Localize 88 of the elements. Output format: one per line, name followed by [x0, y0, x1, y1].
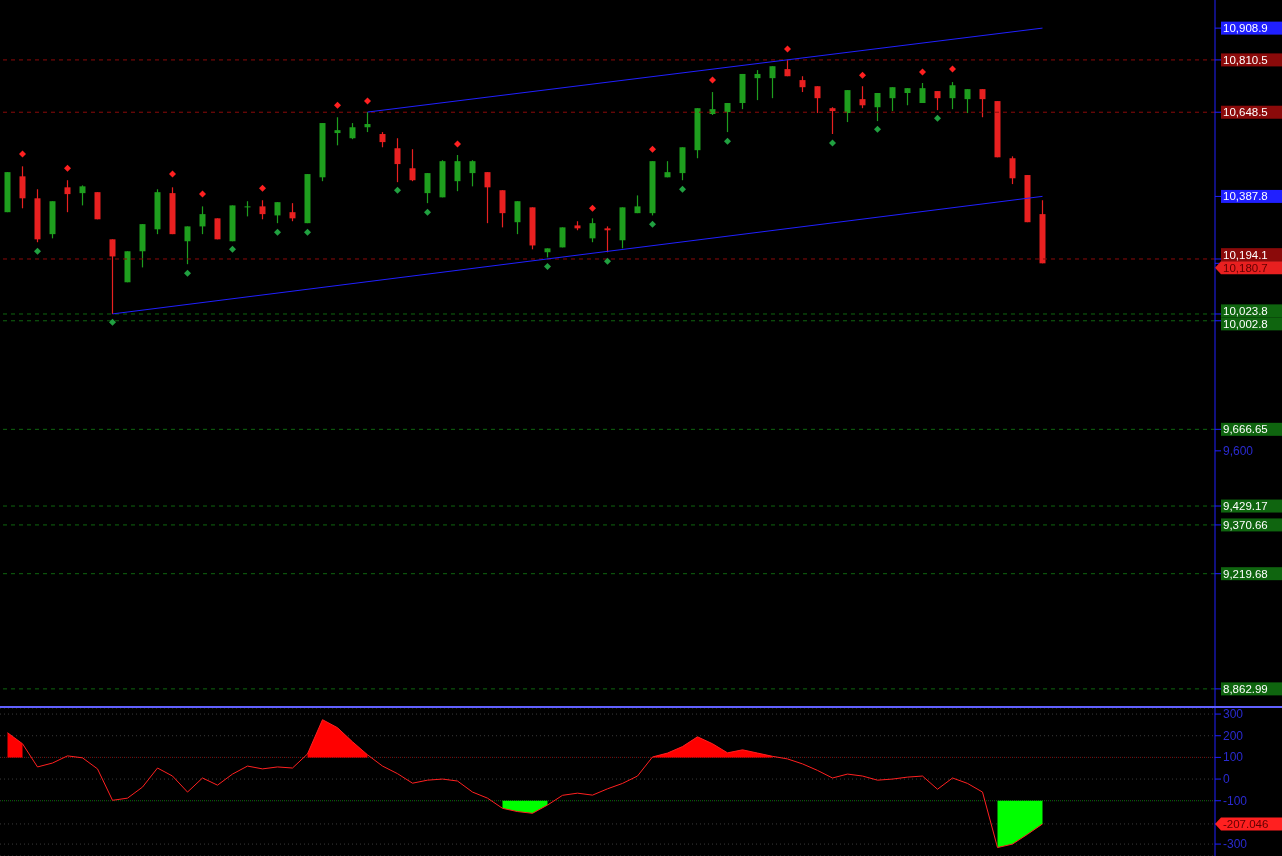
- candlestick: [514, 200, 521, 235]
- candlestick: [589, 217, 596, 243]
- point: [949, 65, 956, 73]
- y-tick-label: 10,023.8: [1223, 304, 1268, 317]
- point: [394, 186, 401, 194]
- y-tick-label: 200: [1223, 728, 1244, 743]
- point: [589, 204, 596, 212]
- candlestick: [949, 81, 956, 110]
- candlestick: [199, 205, 206, 235]
- candlestick: [844, 89, 851, 123]
- y-tick-label: 0: [1223, 772, 1230, 787]
- y-tick-label: 300: [1223, 707, 1244, 722]
- candlestick: [454, 154, 461, 192]
- y-tick-label: 10,810.5: [1223, 53, 1268, 66]
- candlestick: [334, 116, 341, 146]
- point: [784, 45, 791, 53]
- y-tick-label: 9,370.66: [1223, 518, 1268, 531]
- point: [934, 114, 941, 122]
- point: [544, 262, 551, 270]
- candlestick: [394, 137, 401, 183]
- point: [424, 208, 431, 216]
- candlestick: [874, 92, 881, 122]
- candlestick: [79, 184, 86, 207]
- point: [709, 76, 716, 84]
- point: [34, 247, 41, 255]
- candlestick: [724, 102, 731, 133]
- candlestick: [289, 202, 296, 222]
- candlestick: [769, 65, 776, 99]
- candlestick: [409, 148, 416, 182]
- candlestick: [469, 159, 476, 187]
- point: [679, 185, 686, 193]
- candlestick: [259, 199, 266, 220]
- point: [454, 140, 461, 148]
- candlestick: [979, 88, 986, 118]
- point: [364, 97, 371, 105]
- y-tick-label: 10,387.8: [1223, 190, 1268, 203]
- point: [919, 68, 926, 76]
- point: [874, 125, 881, 133]
- candlestick: [1009, 155, 1016, 185]
- point: [724, 137, 731, 145]
- y-tick-label: 9,600: [1223, 443, 1254, 458]
- point: [109, 318, 116, 326]
- y-tick-label: 8,862.99: [1223, 682, 1268, 695]
- candlestick: [64, 179, 71, 213]
- y-tick-label: 10,908.9: [1223, 22, 1268, 35]
- candlestick: [364, 111, 371, 133]
- point: [829, 139, 836, 147]
- point: [274, 228, 281, 236]
- y-tick-label: -100: [1223, 793, 1248, 808]
- candlestick: [484, 171, 491, 224]
- point: [859, 71, 866, 79]
- y-tick-label: 100: [1223, 750, 1244, 765]
- point: [169, 170, 176, 178]
- candlestick: [604, 225, 611, 253]
- point: [604, 257, 611, 265]
- point: [19, 150, 26, 158]
- y-tick-label: 10,194.1: [1223, 248, 1268, 261]
- y-tick-label: -207.046: [1223, 817, 1269, 830]
- y-tick-label: 10,648.5: [1223, 106, 1268, 119]
- point: [259, 184, 266, 192]
- candlestick: [424, 172, 431, 204]
- y-tick-label: 10,180.7: [1223, 261, 1268, 274]
- point: [199, 190, 206, 198]
- point: [649, 145, 656, 153]
- y-tick-label: 9,219.68: [1223, 567, 1268, 580]
- candlestick: [709, 91, 716, 116]
- candlestick: [499, 189, 506, 228]
- candlestick: [829, 106, 836, 135]
- y-tick-label: 9,666.65: [1223, 423, 1268, 436]
- candlestick: [859, 85, 866, 109]
- y-tick-label: -300: [1223, 837, 1248, 852]
- candlestick: [964, 88, 971, 114]
- candlestick: [934, 90, 941, 111]
- point: [649, 220, 656, 228]
- y-tick-label: 10,002.8: [1223, 317, 1268, 330]
- candlestick: [184, 225, 191, 265]
- point: [64, 164, 71, 172]
- point: [229, 245, 236, 253]
- candlestick: [814, 85, 821, 114]
- y-tick-label: 9,429.17: [1223, 500, 1268, 513]
- candlestick: [19, 165, 26, 209]
- point: [334, 101, 341, 109]
- point: [304, 228, 311, 236]
- candlestick: [274, 201, 281, 224]
- candlestick: [889, 86, 896, 112]
- candlestick: [754, 69, 761, 101]
- point: [184, 269, 191, 277]
- candlestick: [109, 238, 116, 315]
